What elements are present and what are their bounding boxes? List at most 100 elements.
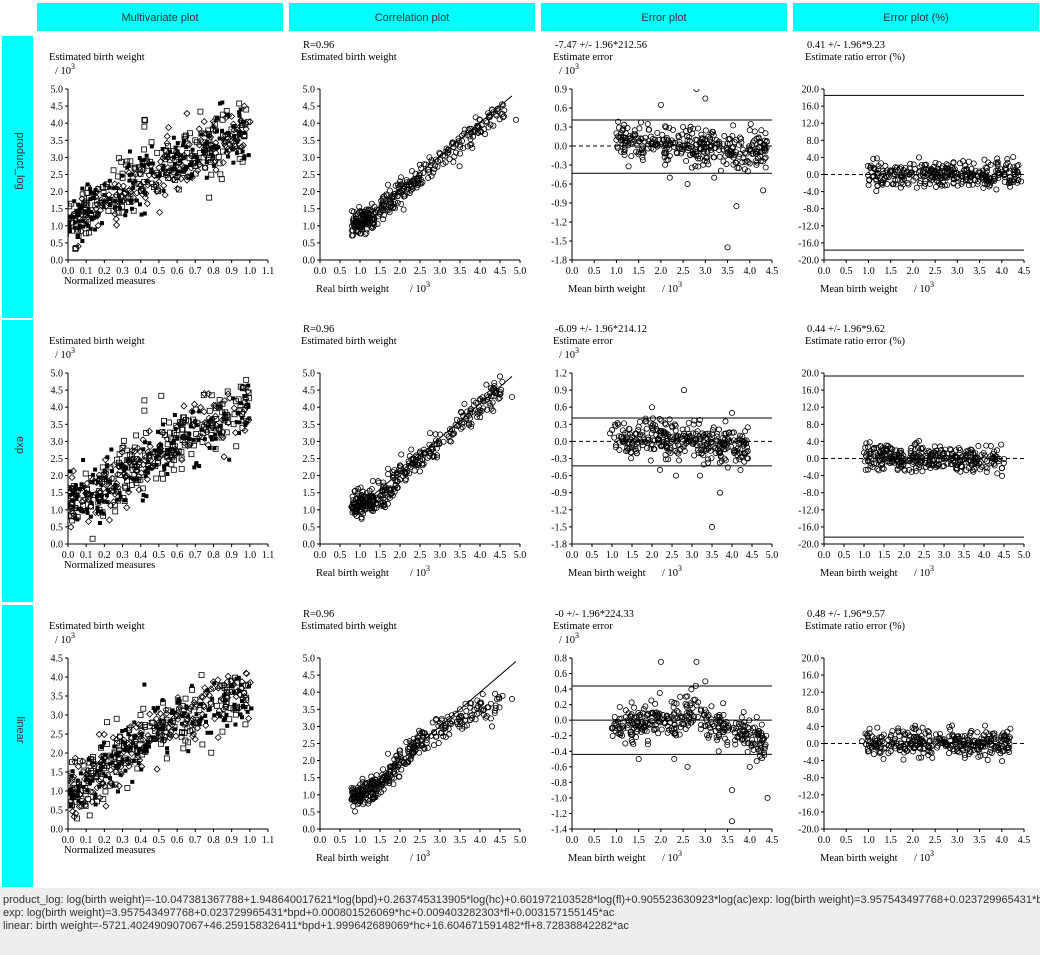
data-point [625, 719, 632, 726]
data-point [246, 118, 254, 126]
data-point [508, 393, 515, 400]
data-point [140, 498, 145, 503]
data-point [650, 446, 657, 453]
data-point [879, 445, 886, 452]
data-point [127, 178, 132, 183]
data-point [494, 696, 501, 703]
data-point [1001, 455, 1008, 462]
data-point [628, 455, 635, 462]
data-point [101, 771, 106, 776]
data-point [649, 710, 656, 717]
data-point [96, 206, 104, 214]
x-tick-label: 0.0 [62, 266, 75, 277]
data-point [488, 405, 495, 412]
data-point [357, 230, 364, 237]
data-point [101, 511, 106, 516]
data-point [460, 419, 467, 426]
data-point [716, 153, 723, 160]
data-point [752, 731, 759, 738]
data-point [612, 720, 619, 727]
data-point [753, 758, 760, 765]
data-point [692, 163, 699, 170]
data-point [118, 772, 123, 777]
data-point [928, 166, 935, 173]
data-point [734, 734, 741, 741]
data-point [633, 430, 640, 437]
x-tick-label: 1.0 [858, 550, 871, 561]
data-point [131, 471, 138, 478]
data-point [107, 779, 115, 787]
y-tick-label: 0.0 [807, 170, 820, 181]
data-point [72, 505, 79, 511]
data-point [748, 740, 755, 747]
data-point [155, 731, 160, 736]
data-point [874, 182, 881, 189]
data-point [166, 734, 174, 742]
data-point [79, 482, 84, 487]
data-point [165, 174, 173, 182]
data-point [217, 431, 222, 436]
data-point [186, 418, 192, 425]
data-point [732, 448, 739, 455]
data-point [111, 502, 118, 509]
data-point [917, 460, 924, 467]
data-point [137, 712, 144, 718]
data-point [187, 437, 192, 442]
data-point [69, 784, 76, 791]
data-point [720, 146, 727, 153]
data-point [381, 193, 388, 200]
data-point [479, 691, 486, 698]
data-point [153, 765, 161, 773]
data-point [613, 721, 620, 728]
data-point [1008, 177, 1015, 184]
data-point [239, 415, 244, 420]
data-point [679, 426, 686, 433]
data-point [141, 397, 148, 404]
data-point [110, 167, 117, 174]
data-point [729, 132, 736, 139]
data-point [462, 713, 469, 720]
data-point [127, 149, 132, 154]
data-point [744, 444, 751, 451]
data-point [404, 745, 411, 752]
data-point [716, 713, 723, 720]
data-point [729, 818, 736, 825]
column-headers: Multivariate plot Correlation plot Error p… [37, 3, 1039, 31]
data-point [161, 422, 166, 427]
data-point [89, 535, 96, 542]
data-point [701, 149, 708, 156]
data-point [976, 168, 983, 175]
data-point [155, 722, 163, 730]
data-point [499, 378, 506, 385]
data-point [92, 202, 99, 209]
data-point [932, 169, 939, 176]
data-point [80, 216, 88, 225]
y-axis-label: Estimated birth weight [301, 52, 397, 63]
data-point [983, 442, 990, 449]
y-tick-label: 1.0 [303, 790, 316, 801]
x-tick-label: 0.0 [62, 550, 75, 561]
stat-label: 0.44 +/- 1.96*9.62 [807, 324, 885, 335]
y-tick-label: 1.5 [51, 488, 64, 499]
y-tick-label: 2.5 [51, 454, 64, 465]
data-point [81, 798, 89, 806]
data-point [171, 166, 176, 171]
y-tick-label: 3.0 [303, 437, 316, 448]
data-point [170, 711, 175, 716]
data-point [957, 468, 964, 475]
y-axis-label: Estimate ratio error (%) [805, 336, 905, 347]
data-point [651, 437, 658, 444]
data-point [488, 106, 495, 113]
data-point [77, 223, 82, 228]
data-point [209, 684, 218, 692]
x-tick-label: 1.5 [884, 266, 897, 277]
data-point [455, 135, 462, 142]
data-point [697, 472, 704, 479]
y-tick-label: 2.0 [51, 471, 64, 482]
data-point [239, 682, 244, 687]
data-point [650, 726, 657, 733]
data-point [663, 144, 670, 151]
data-point [731, 729, 738, 736]
data-point [460, 130, 467, 137]
